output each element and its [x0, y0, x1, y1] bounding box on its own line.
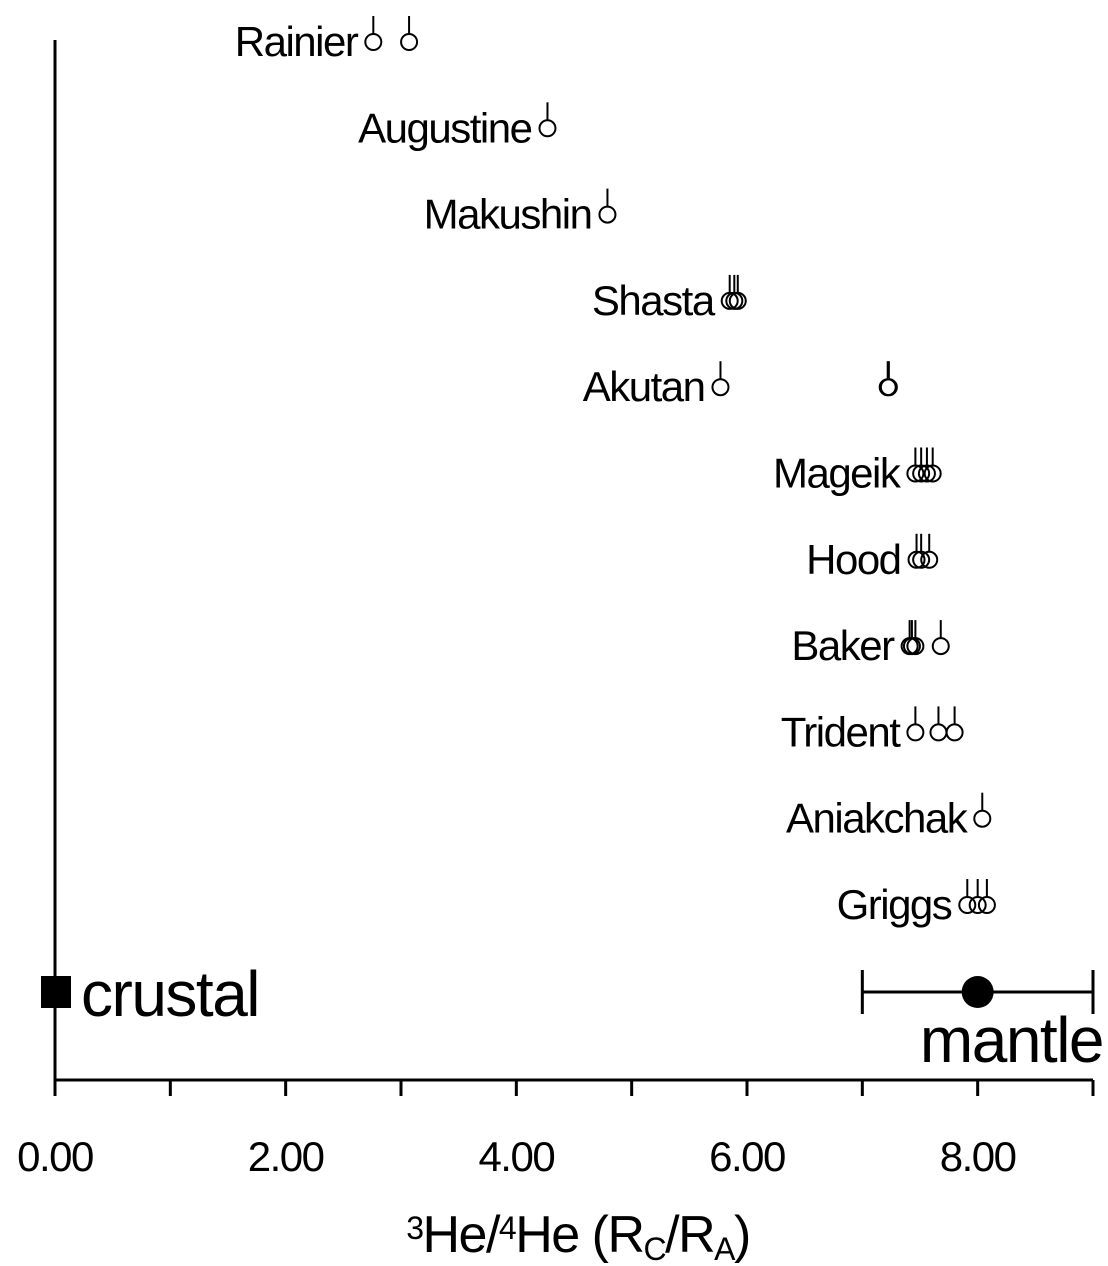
x-tick-label: 6.00 — [709, 1133, 785, 1180]
data-point — [931, 637, 950, 656]
x-tick-label: 2.00 — [248, 1133, 324, 1180]
x-axis-label-part: 3 — [406, 1210, 423, 1246]
x-axis-label-part: /R — [665, 1206, 714, 1264]
data-point — [968, 896, 987, 914]
category-label: Akutan — [583, 363, 705, 410]
reference-label: crustal — [81, 958, 259, 1030]
x-axis-label-part: A — [714, 1231, 736, 1266]
category-label: Rainier — [235, 18, 359, 65]
data-point — [711, 378, 730, 397]
x-axis-label-part: C — [644, 1231, 666, 1266]
data-point — [907, 550, 926, 569]
data-point — [929, 723, 948, 742]
x-axis-label: 3He/4He (RC/RA) — [406, 1206, 750, 1266]
data-point — [906, 637, 925, 656]
category-label: Aniakchak — [786, 795, 969, 842]
data-point — [364, 33, 383, 51]
reference-point — [41, 976, 71, 1008]
data-point — [973, 809, 992, 828]
data-point — [728, 291, 747, 310]
data-point — [879, 378, 898, 397]
x-axis-label-part: 4 — [499, 1210, 516, 1246]
data-point — [906, 723, 925, 742]
data-point — [906, 464, 925, 483]
data-point — [977, 896, 996, 914]
x-tick-label: 4.00 — [478, 1133, 554, 1180]
x-axis-label-part: He/ — [423, 1206, 501, 1264]
x-tick-label: 8.00 — [940, 1133, 1016, 1180]
data-point — [720, 291, 739, 310]
x-axis-label-part: ) — [734, 1206, 750, 1264]
reference-point — [961, 976, 994, 1008]
reference-label: mantle — [920, 1004, 1103, 1076]
data-point — [400, 33, 419, 51]
data-point — [923, 464, 942, 483]
data-point — [538, 119, 557, 138]
x-tick-label: 0.00 — [17, 1133, 93, 1180]
x-axis-label-part: He (R — [515, 1206, 643, 1264]
data-point — [912, 550, 931, 569]
category-label: Griggs — [837, 881, 952, 928]
category-label: Trident — [781, 708, 901, 755]
category-label: Augustine — [358, 104, 531, 151]
category-label: Makushin — [424, 191, 592, 238]
category-label: Hood — [806, 536, 900, 583]
data-point — [598, 205, 617, 224]
data-point — [920, 550, 939, 569]
category-label: Shasta — [592, 277, 716, 324]
data-point — [945, 723, 964, 742]
data-point — [912, 464, 931, 483]
data-point — [958, 896, 977, 914]
data-point — [917, 464, 936, 483]
category-label: Baker — [791, 622, 895, 669]
category-label: Mageik — [773, 450, 902, 497]
